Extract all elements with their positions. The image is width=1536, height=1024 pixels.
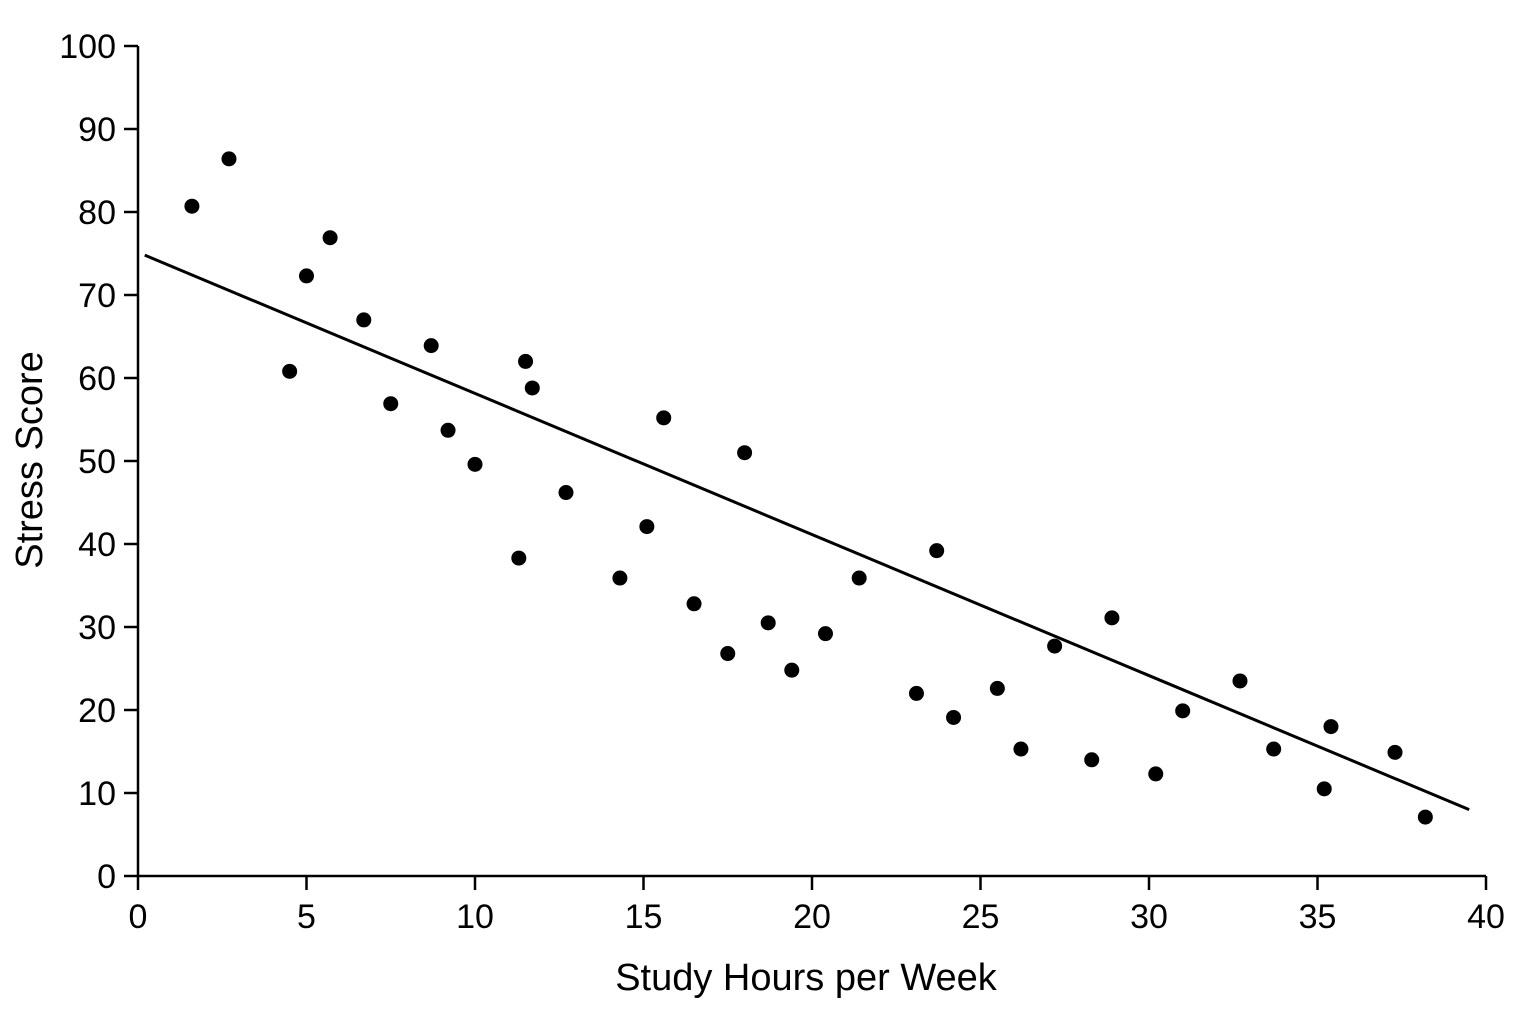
data-point — [1175, 703, 1191, 719]
y-tick-label: 10 — [78, 775, 116, 813]
data-points — [184, 151, 1433, 825]
x-tick-label: 30 — [1130, 898, 1168, 936]
y-tick-label: 0 — [97, 858, 116, 896]
y-axis: 0 10 20 30 40 50 60 70 80 90 100 — [59, 28, 140, 896]
x-tick-label: 20 — [793, 898, 831, 936]
x-axis-title: Study Hours per Week — [615, 957, 998, 999]
y-tick-label: 20 — [78, 692, 116, 730]
x-tick-label: 25 — [962, 898, 1000, 936]
data-point — [1084, 752, 1100, 768]
data-point — [558, 485, 574, 501]
data-point — [440, 422, 456, 438]
data-point — [760, 615, 776, 631]
y-tick-label: 50 — [78, 443, 116, 481]
data-point — [299, 268, 314, 284]
data-point — [1232, 673, 1248, 689]
data-point — [946, 709, 962, 725]
data-point — [1104, 610, 1120, 626]
y-tick-label: 90 — [78, 111, 116, 149]
data-point — [1047, 638, 1063, 654]
data-point — [737, 445, 753, 461]
data-point — [467, 456, 483, 472]
data-point — [908, 685, 924, 701]
data-point — [511, 550, 527, 566]
x-tick-label: 0 — [129, 898, 148, 936]
data-point — [929, 543, 945, 559]
data-point — [639, 519, 655, 535]
data-point — [282, 363, 298, 379]
data-point — [1417, 809, 1433, 825]
data-point — [989, 680, 1005, 696]
data-point — [356, 312, 372, 328]
data-point — [184, 198, 200, 214]
y-tick-label: 80 — [78, 194, 116, 232]
x-tick-label: 5 — [297, 898, 316, 936]
y-tick-label: 40 — [78, 526, 116, 564]
data-point — [1387, 744, 1403, 760]
data-point — [221, 151, 237, 167]
data-point — [383, 396, 399, 412]
trend-line-group — [144, 253, 1470, 811]
data-point — [524, 380, 540, 396]
data-point — [322, 230, 338, 246]
data-point — [817, 626, 833, 642]
trend-line — [144, 253, 1470, 811]
data-point — [1316, 781, 1332, 797]
x-axis: 0 5 10 15 20 25 30 35 40 — [129, 874, 1505, 936]
data-point — [1148, 766, 1164, 782]
y-tick-label: 60 — [78, 360, 116, 398]
x-tick-label: 35 — [1299, 898, 1337, 936]
data-point — [1266, 741, 1282, 757]
x-tick-label: 40 — [1467, 898, 1505, 936]
data-point — [1323, 719, 1339, 735]
data-point — [720, 646, 736, 662]
y-tick-label: 70 — [78, 277, 116, 315]
data-point — [686, 596, 702, 612]
data-point — [656, 410, 672, 426]
y-tick-label: 30 — [78, 609, 116, 647]
y-tick-label: 100 — [59, 28, 116, 66]
data-point — [784, 662, 800, 678]
data-point — [423, 338, 439, 354]
data-point — [851, 570, 867, 586]
data-point — [1013, 741, 1029, 757]
x-tick-label: 15 — [625, 898, 663, 936]
x-tick-label: 10 — [456, 898, 494, 936]
data-point — [518, 353, 534, 369]
data-point — [612, 570, 628, 586]
y-axis-title: Stress Score — [9, 351, 51, 569]
